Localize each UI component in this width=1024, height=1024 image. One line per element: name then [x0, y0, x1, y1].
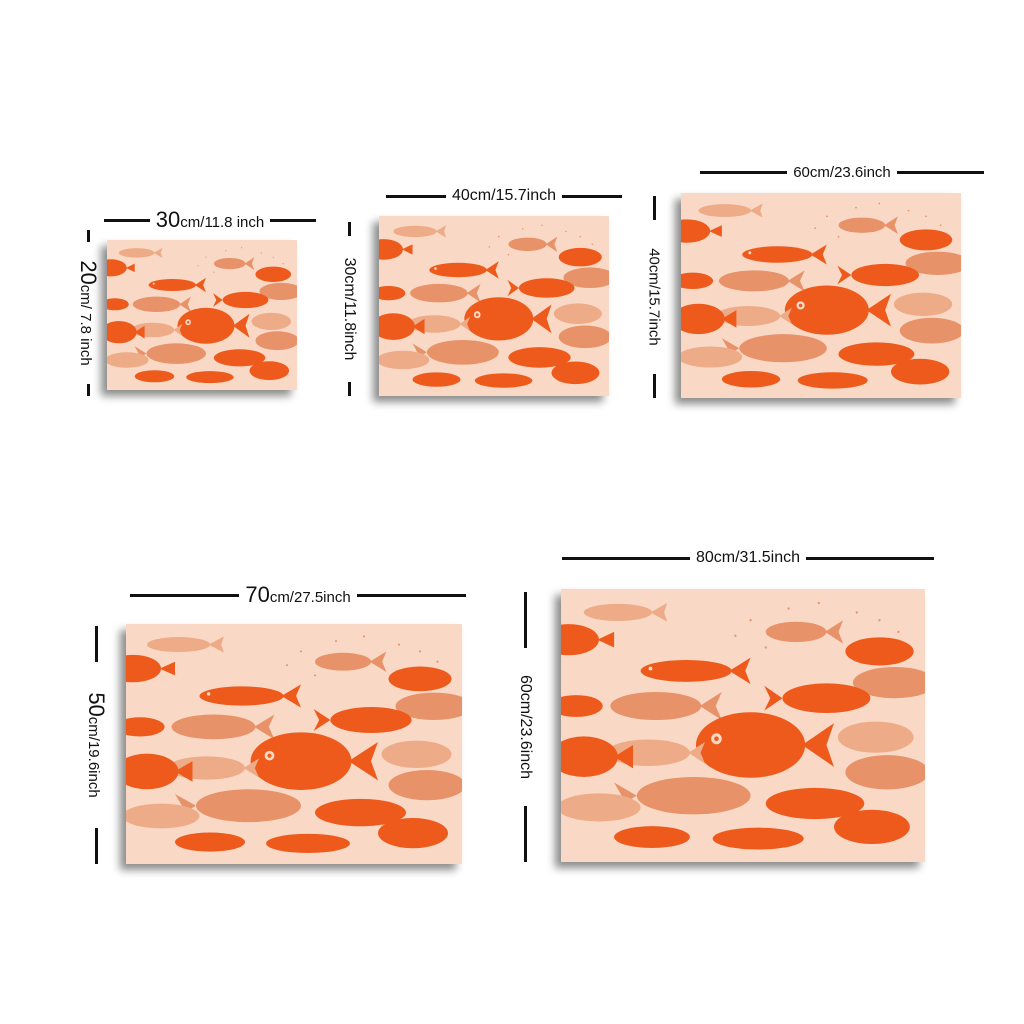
- canvas-80x60: [561, 589, 925, 862]
- height-label: 60cm/23.6inch: [517, 674, 534, 780]
- width-label: 30 cm/11.8 inch: [150, 209, 270, 231]
- height-label: 50 cm/19.6inch: [84, 692, 109, 798]
- fish-artwork: [379, 224, 609, 388]
- dimension-line: [86, 384, 90, 396]
- width-dimension-30: 30 cm/11.8 inch: [104, 208, 317, 232]
- height-dimension-40: 40cm/15.7inch: [642, 196, 666, 398]
- width-label: 80cm/31.5inch: [695, 549, 801, 566]
- dimension-line: [94, 828, 98, 864]
- height-label: 20 cm/ 7.8 inch: [76, 260, 101, 366]
- width-label: 70 cm/27.5inch: [239, 584, 356, 606]
- height-unit: cm/19.6inch: [85, 716, 102, 798]
- dimension-line: [347, 222, 351, 236]
- canvas-60x40: [681, 193, 961, 398]
- height-unit: cm/ 7.8 inch: [77, 284, 94, 366]
- dimension-line: [104, 218, 150, 222]
- dimension-line: [562, 194, 622, 198]
- width-number: 30: [155, 207, 181, 232]
- height-dimension-50: 50 cm/19.6inch: [84, 626, 109, 864]
- height-label: 40cm/15.7inch: [645, 248, 663, 346]
- width-unit: cm/11.8 inch: [180, 214, 265, 231]
- dimension-line: [356, 593, 467, 597]
- canvas-40x30: [379, 216, 609, 396]
- height-label: 30cm/11.8inch: [341, 257, 358, 361]
- width-dimension-60: 60cm/23.6inch: [700, 160, 984, 184]
- dimension-line: [270, 218, 317, 222]
- width-label: 60cm/23.6inch: [793, 163, 891, 181]
- width-dimension-80: 80cm/31.5inch: [562, 546, 934, 570]
- canvas-30x20: [107, 240, 297, 390]
- dimension-line: [130, 593, 240, 597]
- dimension-line: [652, 196, 656, 220]
- height-dimension-60: 60cm/23.6inch: [513, 592, 537, 862]
- width-dimension-40: 40cm/15.7inch: [386, 184, 622, 208]
- width-label: 40cm/15.7inch: [451, 187, 557, 204]
- fish-artwork: [561, 601, 925, 850]
- dimension-line: [86, 230, 90, 242]
- dimension-line: [896, 170, 984, 174]
- height-dimension-30: 30cm/11.8inch: [337, 222, 361, 396]
- dimension-line: [94, 626, 98, 662]
- width-unit: cm/27.5inch: [269, 589, 351, 606]
- dimension-line: [523, 592, 527, 648]
- height-number: 20: [76, 260, 101, 285]
- dimension-line: [347, 382, 351, 396]
- dimension-line: [562, 556, 690, 560]
- dimension-line: [806, 556, 934, 560]
- height-dimension-20: 20 cm/ 7.8 inch: [76, 230, 101, 396]
- dimension-line: [523, 806, 527, 862]
- dimension-line: [386, 194, 446, 198]
- canvas-70x50: [126, 624, 462, 864]
- height-number: 50: [84, 692, 109, 717]
- width-dimension-70: 70 cm/27.5inch: [130, 583, 467, 607]
- fish-artwork: [107, 247, 297, 384]
- fish-artwork: [126, 635, 462, 854]
- dimension-line: [652, 374, 656, 398]
- width-number: 70: [245, 582, 270, 607]
- fish-artwork: [681, 202, 961, 389]
- dimension-line: [700, 170, 788, 174]
